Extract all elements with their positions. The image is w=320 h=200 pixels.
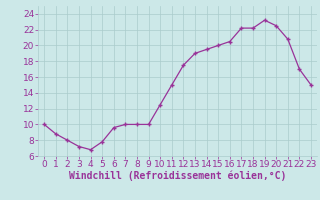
X-axis label: Windchill (Refroidissement éolien,°C): Windchill (Refroidissement éolien,°C) (69, 171, 286, 181)
